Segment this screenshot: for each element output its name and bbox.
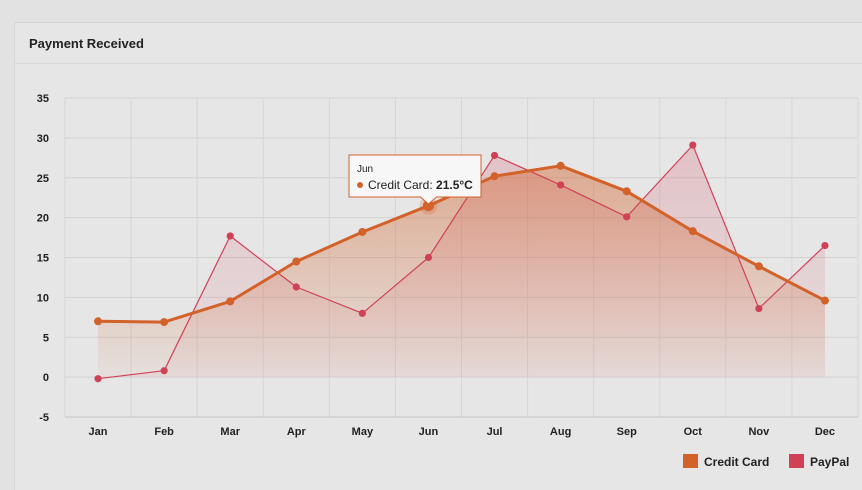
data-point (358, 309, 366, 317)
y-tick-label: 5 (43, 332, 49, 344)
data-point (94, 375, 102, 383)
x-tick-label: Dec (815, 426, 835, 438)
legend-label: Credit Card (704, 455, 769, 469)
x-tick-label: Feb (154, 426, 174, 438)
data-point (160, 367, 168, 375)
data-point (358, 227, 367, 236)
x-tick-label: Apr (287, 426, 307, 438)
data-point (821, 241, 829, 250)
hover-point (422, 200, 434, 212)
y-tick-label: 25 (37, 173, 49, 185)
data-point (292, 257, 301, 266)
data-point (820, 296, 829, 305)
tooltip-box (348, 154, 482, 205)
data-point (160, 318, 169, 327)
y-tick-label: 0 (43, 372, 49, 384)
x-tick-label: Jun (419, 426, 439, 438)
tooltip-text: Credit Card: 21.5°C (368, 178, 473, 192)
tooltip-value: 21.5°C (436, 178, 473, 192)
data-point (94, 317, 103, 326)
data-point (292, 283, 300, 291)
series-area (98, 165, 825, 378)
legend-swatch (683, 454, 698, 468)
x-tick-label: Aug (550, 426, 571, 438)
x-tick-label: Jul (487, 426, 503, 438)
panel-title: Payment Received (29, 36, 144, 51)
data-point (490, 151, 499, 160)
data-point (689, 141, 697, 149)
panel-header: Payment Received (15, 23, 862, 64)
x-tick-label: Oct (684, 426, 703, 438)
y-tick-label: 20 (37, 213, 49, 225)
data-point (226, 297, 235, 306)
legend-swatch (789, 454, 804, 468)
y-tick-label: 30 (37, 133, 49, 145)
tooltip-bullet (357, 182, 363, 188)
legend-label: PayPal (810, 455, 849, 469)
data-point (622, 187, 631, 196)
data-point (688, 227, 697, 236)
data-point (557, 181, 565, 189)
x-tick-label: May (352, 426, 374, 438)
y-tick-label: -5 (39, 412, 49, 424)
data-point (623, 213, 631, 221)
x-tick-label: Mar (220, 426, 240, 438)
data-point (490, 172, 499, 181)
data-point (556, 161, 565, 170)
y-tick-label: 15 (37, 253, 49, 265)
series-line (97, 144, 826, 380)
tooltip-month: Jun (357, 164, 373, 175)
x-tick-label: Sep (617, 426, 637, 438)
x-tick-label: Nov (748, 426, 770, 438)
y-tick-label: 10 (37, 292, 49, 304)
data-point (226, 232, 234, 240)
data-point (755, 304, 763, 313)
x-tick-label: Jan (89, 426, 108, 438)
data-point (754, 262, 763, 271)
data-point (424, 253, 433, 262)
y-tick-label: 35 (37, 93, 49, 105)
tooltip-series-label: Credit Card: (368, 178, 436, 192)
